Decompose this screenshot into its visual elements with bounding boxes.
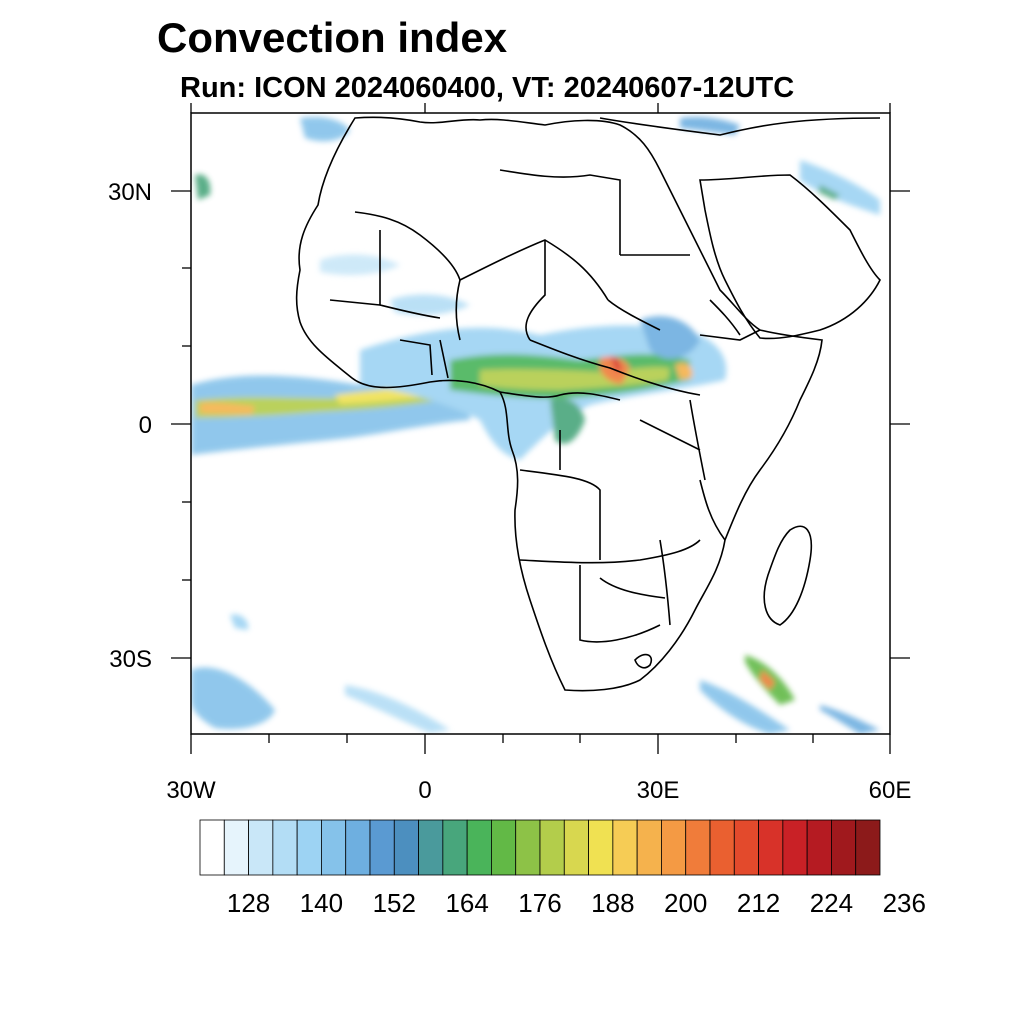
colorbar-swatch: [709, 819, 735, 876]
colorbar: 128 140 152 164 176 188 200 212 224 236: [199, 819, 926, 918]
colorbar-label: 200: [664, 888, 707, 918]
colorbar-swatch: [345, 819, 371, 876]
colorbar-label: 164: [445, 888, 488, 918]
x-tick-label-30w: 30W: [166, 777, 216, 804]
x-tick-label-30e: 30E: [637, 777, 680, 804]
colorbar-swatch: [442, 819, 468, 876]
africa-coastline: [295, 116, 823, 692]
colorbar-label: 188: [591, 888, 634, 918]
convection-field: [191, 116, 880, 734]
colorbar-swatch: [418, 819, 444, 876]
colorbar-label: 212: [737, 888, 780, 918]
convection-south-atlantic: [191, 667, 275, 730]
colorbar-swatch: [612, 819, 638, 876]
colorbar-label: 152: [373, 888, 416, 918]
colorbar-swatch: [855, 819, 881, 876]
colorbar-swatch: [491, 819, 517, 876]
coastlines: [295, 116, 881, 692]
colorbar-label: 128: [227, 888, 270, 918]
colorbar-swatch: [636, 819, 662, 876]
colorbar-swatch: [369, 819, 395, 876]
x-tick-label-0: 0: [418, 777, 431, 804]
colorbar-swatch: [321, 819, 347, 876]
y-tick-label-0: 0: [139, 412, 152, 439]
colorbar-swatch: [685, 819, 711, 876]
colorbar-swatch: [515, 819, 541, 876]
colorbar-swatch: [661, 819, 687, 876]
chart-title: Convection index: [157, 14, 508, 61]
colorbar-swatch: [272, 819, 298, 876]
colorbar-swatch: [223, 819, 249, 876]
colorbar-label: 224: [810, 888, 853, 918]
madagascar-outline: [763, 525, 812, 626]
colorbar-swatch: [393, 819, 419, 876]
colorbar-swatch: [758, 819, 784, 876]
colorbar-swatch: [199, 819, 225, 876]
y-tick-label-30s: 30S: [109, 646, 152, 673]
colorbar-swatch: [466, 819, 492, 876]
axis-ticks: [171, 103, 910, 754]
colorbar-swatch: [588, 819, 614, 876]
arabian-peninsula: [699, 174, 881, 340]
colorbar-swatch: [248, 819, 274, 876]
colorbar-swatch: [539, 819, 565, 876]
colorbar-swatch: [782, 819, 808, 876]
colorbar-swatch: [563, 819, 589, 876]
convection-peak-atlantic: [200, 402, 255, 414]
colorbar-label: 236: [883, 888, 926, 918]
x-tick-label-60e: 60E: [869, 777, 912, 804]
chart-subtitle: Run: ICON 2024060400, VT: 20240607-12UTC: [180, 72, 795, 104]
y-tick-label-30n: 30N: [108, 179, 152, 206]
colorbar-swatch: [806, 819, 832, 876]
colorbar-swatch: [733, 819, 759, 876]
colorbar-swatch: [831, 819, 857, 876]
colorbar-label: 140: [300, 888, 343, 918]
colorbar-swatch: [296, 819, 322, 876]
colorbar-label: 176: [518, 888, 561, 918]
